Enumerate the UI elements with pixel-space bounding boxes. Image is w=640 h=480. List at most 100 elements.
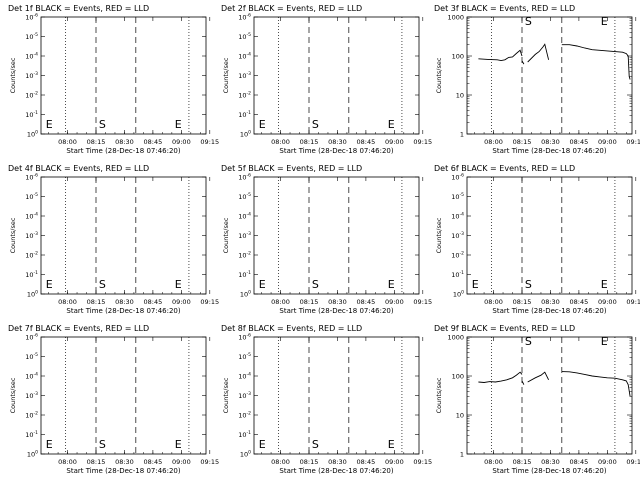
marker-e: E (259, 118, 266, 131)
x-tick-label: 08:30 (541, 298, 560, 306)
y-tick-label: 10-5 (25, 192, 38, 201)
y-tick-exponent: -5 (247, 32, 252, 38)
y-tick-label: 10-4 (238, 372, 251, 381)
marker-e: E (388, 438, 395, 451)
y-tick-exponent: -5 (34, 32, 39, 38)
y-tick-label: 10-5 (25, 32, 38, 41)
y-tick-exponent: 0 (248, 450, 251, 456)
y-tick-label: 10 (456, 412, 464, 420)
y-tick-label: 10-3 (238, 391, 251, 400)
y-tick-label: 10-4 (238, 212, 251, 221)
y-tick-label: 10-6 (25, 173, 38, 182)
marker-e: E (46, 278, 53, 291)
x-tick-label: 08:45 (357, 458, 376, 466)
y-tick-label: 1000 (447, 14, 464, 22)
y-tick-label: 10-1 (25, 270, 38, 279)
y-tick-exponent: -1 (34, 430, 39, 436)
y-tick-exponent: -1 (34, 270, 39, 276)
marker-e: E (601, 15, 608, 28)
y-tick-label: 10-5 (238, 352, 251, 361)
x-tick-label: 08:45 (357, 138, 376, 146)
y-tick-label: 10-6 (25, 333, 38, 342)
x-axis-label: Start Time (28-Dec-18 07:46:20) (492, 307, 606, 315)
x-tick-label: 09:15 (626, 458, 640, 466)
x-tick-label: 09:00 (385, 298, 404, 306)
chart-title: Det 3f BLACK = Events, RED = LLD (434, 4, 575, 13)
x-tick-label: 09:15 (413, 138, 432, 146)
y-tick-exponent: -3 (247, 391, 252, 397)
x-tick-label: 08:30 (115, 138, 134, 146)
x-tick-label: 08:00 (58, 298, 77, 306)
y-tick-label: 10-4 (238, 52, 251, 61)
series-line-events (478, 49, 523, 62)
marker-e: E (46, 438, 53, 451)
y-tick-exponent: -6 (247, 333, 252, 339)
y-tick-exponent: 0 (248, 290, 251, 296)
y-tick-exponent: 0 (461, 290, 464, 296)
x-tick-label: 08:15 (513, 298, 532, 306)
y-tick-exponent: -2 (247, 251, 252, 257)
y-tick-label: 10 (456, 92, 464, 100)
x-tick-label: 08:45 (144, 298, 163, 306)
panel-det8: Det 8f BLACK = Events, RED = LLD 100 10-1 1… (221, 324, 432, 475)
y-tick-exponent: -5 (247, 192, 252, 198)
y-tick-label: 10-4 (451, 212, 464, 221)
y-axis-label: Counts/sec (222, 377, 230, 413)
y-tick-label: 100 (453, 290, 464, 299)
chart-title: Det 6f BLACK = Events, RED = LLD (434, 164, 575, 173)
y-tick-exponent: -4 (34, 52, 39, 58)
y-tick-label: 10-3 (25, 391, 38, 400)
y-axis-label: Counts/sec (435, 217, 443, 253)
y-tick-label: 100 (452, 373, 464, 381)
y-tick-exponent: -1 (460, 270, 465, 276)
x-axis-label: Start Time (28-Dec-18 07:46:20) (66, 307, 180, 315)
y-axis-label: Counts/sec (222, 217, 230, 253)
x-axis-label: Start Time (28-Dec-18 07:46:20) (66, 147, 180, 155)
plot-frame (466, 16, 633, 135)
y-tick-label: 10-2 (25, 91, 38, 100)
x-tick-label: 08:45 (570, 458, 589, 466)
series-line-events (561, 371, 631, 397)
y-tick-exponent: -3 (34, 391, 39, 397)
y-tick-label: 100 (240, 450, 251, 459)
marker-e: E (259, 438, 266, 451)
x-tick-label: 09:15 (626, 138, 640, 146)
y-tick-exponent: -5 (247, 352, 252, 358)
y-tick-exponent: -1 (34, 110, 39, 116)
x-tick-label: 08:45 (144, 458, 163, 466)
y-tick-label: 1 (460, 131, 464, 139)
y-tick-label: 10-1 (238, 270, 251, 279)
y-tick-label: 100 (452, 53, 464, 61)
y-tick-exponent: -6 (34, 13, 39, 19)
series-line-events (561, 44, 631, 80)
x-tick-label: 08:15 (87, 458, 106, 466)
y-tick-label: 10-2 (238, 251, 251, 260)
x-tick-label: 08:15 (513, 458, 532, 466)
x-tick-label: 08:00 (58, 138, 77, 146)
y-tick-exponent: -4 (460, 212, 465, 218)
x-tick-label: 08:00 (484, 458, 503, 466)
y-tick-exponent: -6 (247, 173, 252, 179)
marker-e: E (388, 118, 395, 131)
panel-det9: Det 9f BLACK = Events, RED = LLD 1 10 100 10… (434, 324, 640, 475)
x-tick-label: 09:15 (200, 298, 219, 306)
marker-s: S (312, 278, 319, 291)
plot-frame (466, 336, 633, 455)
series-line-events (527, 43, 550, 63)
y-axis-label: Counts/sec (435, 57, 443, 93)
y-tick-label: 100 (27, 290, 38, 299)
x-tick-label: 09:15 (413, 298, 432, 306)
x-tick-label: 08:15 (300, 138, 319, 146)
x-axis-label: Start Time (28-Dec-18 07:46:20) (492, 147, 606, 155)
series-line-events (521, 380, 525, 385)
marker-s: S (312, 438, 319, 451)
x-tick-label: 08:30 (541, 138, 560, 146)
chart-title: Det 2f BLACK = Events, RED = LLD (221, 4, 362, 13)
y-tick-label: 10-2 (25, 251, 38, 260)
x-tick-label: 09:15 (626, 298, 640, 306)
y-tick-exponent: -3 (460, 231, 465, 237)
x-tick-label: 08:15 (513, 138, 532, 146)
x-tick-label: 08:15 (87, 298, 106, 306)
marker-e: E (601, 335, 608, 348)
